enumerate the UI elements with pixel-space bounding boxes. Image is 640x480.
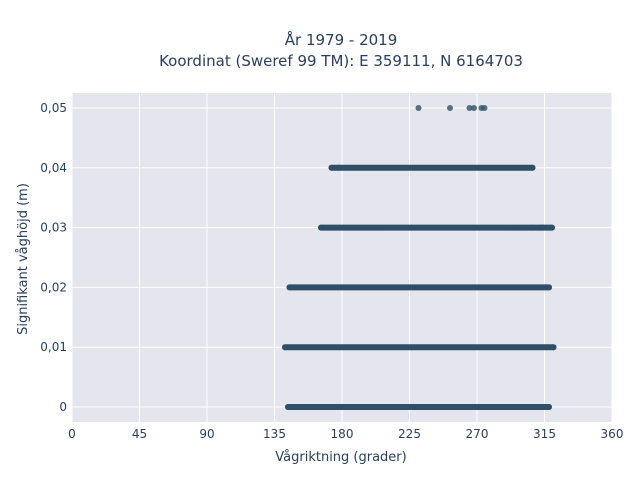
x-tick-label: 180 [331, 427, 354, 441]
data-point [466, 104, 473, 111]
y-tick-label: 0,05 [40, 101, 67, 115]
data-point [286, 284, 293, 291]
data-point [447, 104, 453, 111]
y-tick-label: 0,03 [40, 221, 67, 235]
data-point [529, 164, 536, 171]
data-point [549, 224, 555, 231]
x-tick-label: 315 [533, 427, 556, 441]
data-point [546, 284, 552, 291]
y-axis-title: Signifikant våghöjd (m) [16, 183, 31, 335]
data-point [550, 344, 557, 351]
x-tick-label: 45 [132, 427, 147, 441]
x-axis-title: Vågriktning (grader) [275, 450, 406, 465]
x-tick-label: 360 [601, 427, 624, 441]
y-tick-label: 0,02 [40, 280, 67, 294]
data-point [336, 164, 342, 171]
data-point [318, 224, 324, 231]
data-point [282, 344, 288, 351]
data-point [471, 104, 477, 111]
data-point [546, 404, 552, 411]
data-points [282, 104, 557, 411]
x-tick-label: 0 [68, 427, 76, 441]
data-point [481, 104, 488, 111]
data-point [415, 104, 422, 111]
y-axis-ticks: 0 0,01 0,02 0,03 0,04 0,05 [40, 101, 67, 414]
chart-subtitle: Koordinat (Sweref 99 TM): E 359111, N 61… [159, 52, 523, 70]
y-tick-label: 0,04 [40, 161, 67, 175]
y-tick-label: 0 [59, 400, 67, 414]
y-tick-label: 0,01 [40, 340, 67, 354]
data-point [285, 404, 291, 411]
data-point [328, 164, 335, 171]
chart-title: År 1979 - 2019 [285, 30, 398, 49]
x-axis-ticks: 0 45 90 135 180 225 270 315 360 [68, 427, 623, 441]
data-point [540, 224, 546, 231]
data-point [528, 224, 534, 231]
x-tick-label: 225 [398, 427, 421, 441]
x-tick-label: 270 [466, 427, 489, 441]
x-tick-label: 90 [199, 427, 214, 441]
x-tick-label: 135 [263, 427, 286, 441]
